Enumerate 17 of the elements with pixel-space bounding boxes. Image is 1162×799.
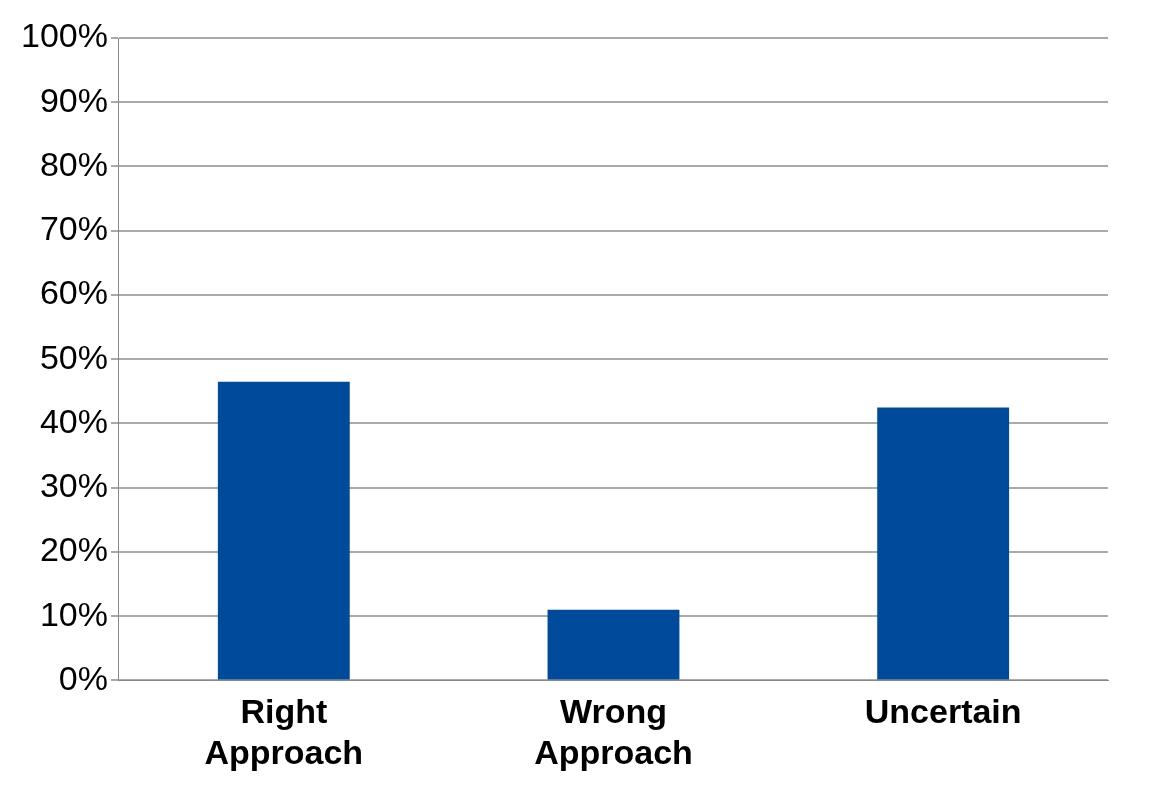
bar xyxy=(547,609,680,680)
x-tick-label: Uncertain xyxy=(864,692,1022,731)
y-tick-label: 10% xyxy=(39,594,108,633)
y-tick-label: 50% xyxy=(39,337,108,376)
y-tick-label: 0% xyxy=(58,658,108,697)
y-tick-label: 90% xyxy=(39,80,108,119)
y-tick-label: 70% xyxy=(39,209,108,248)
y-tick-label: 100% xyxy=(20,16,108,55)
y-tick-label: 80% xyxy=(39,144,108,183)
bar xyxy=(877,407,1010,680)
y-tick-label: 30% xyxy=(39,466,108,505)
y-tick-label: 20% xyxy=(39,530,108,569)
x-tick-label: Wrong Approach xyxy=(534,692,693,771)
y-tick-label: 60% xyxy=(39,273,108,312)
bar xyxy=(217,381,350,680)
y-tick-label: 40% xyxy=(39,401,108,440)
x-tick-label: Right Approach xyxy=(204,692,364,771)
